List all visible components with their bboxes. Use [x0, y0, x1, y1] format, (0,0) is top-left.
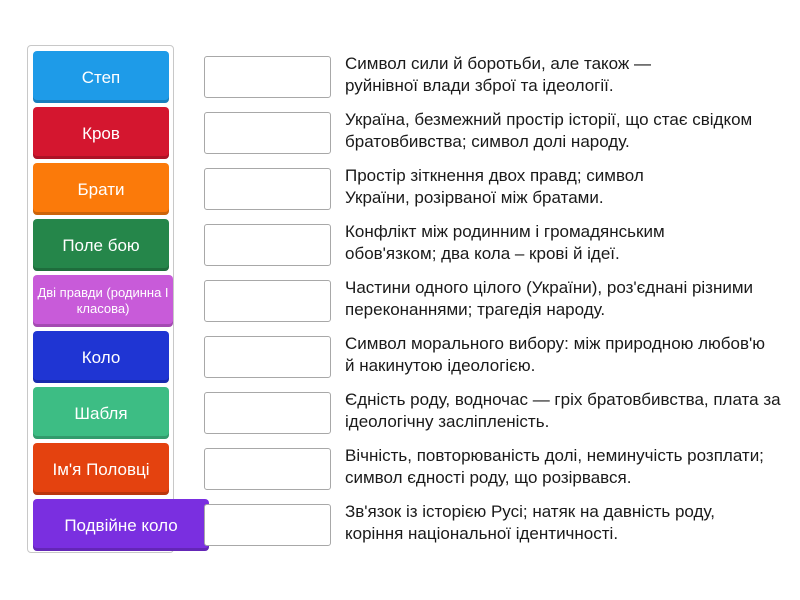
drop-zone[interactable] — [204, 336, 331, 378]
description-text: Єдність роду, водночас — гріх братовбивс… — [345, 390, 781, 431]
description-text: Символ морального вибору: між природною … — [345, 334, 766, 375]
draggable-tile[interactable]: Степ — [33, 51, 169, 103]
draggable-tile[interactable]: Дві правди (родинна І класова) — [33, 275, 173, 327]
tile-bank — [27, 45, 174, 553]
drop-zone[interactable] — [204, 168, 331, 210]
description-text: Частини одного цілого (України), роз'єдн… — [345, 278, 754, 319]
description-text: Вічність, повторюваність долі, неминучіс… — [345, 446, 764, 487]
drop-zone[interactable] — [204, 392, 331, 434]
description-text: Символ сили й боротьби, але також — руйн… — [345, 54, 652, 95]
drop-zone[interactable] — [204, 112, 331, 154]
drop-zone[interactable] — [204, 448, 331, 490]
drop-zone[interactable] — [204, 280, 331, 322]
description-text: Простір зіткнення двох правд; символ Укр… — [345, 166, 644, 207]
drop-zone[interactable] — [204, 56, 331, 98]
drop-zone[interactable] — [204, 224, 331, 266]
description-text: Зв'язок із історією Русі; натяк на давні… — [345, 502, 715, 543]
drop-zone[interactable] — [204, 504, 331, 546]
draggable-tile[interactable]: Шабля — [33, 387, 169, 439]
draggable-tile[interactable]: Коло — [33, 331, 169, 383]
draggable-tile[interactable]: Кров — [33, 107, 169, 159]
draggable-tile[interactable]: Ім'я Половці — [33, 443, 169, 495]
draggable-tile[interactable]: Поле бою — [33, 219, 169, 271]
description-text: Україна, безмежний простір історії, що с… — [345, 110, 753, 151]
draggable-tile[interactable]: Брати — [33, 163, 169, 215]
description-text: Конфлікт між родинним і громадянським об… — [345, 222, 665, 263]
draggable-tile[interactable]: Подвійне коло — [33, 499, 209, 551]
